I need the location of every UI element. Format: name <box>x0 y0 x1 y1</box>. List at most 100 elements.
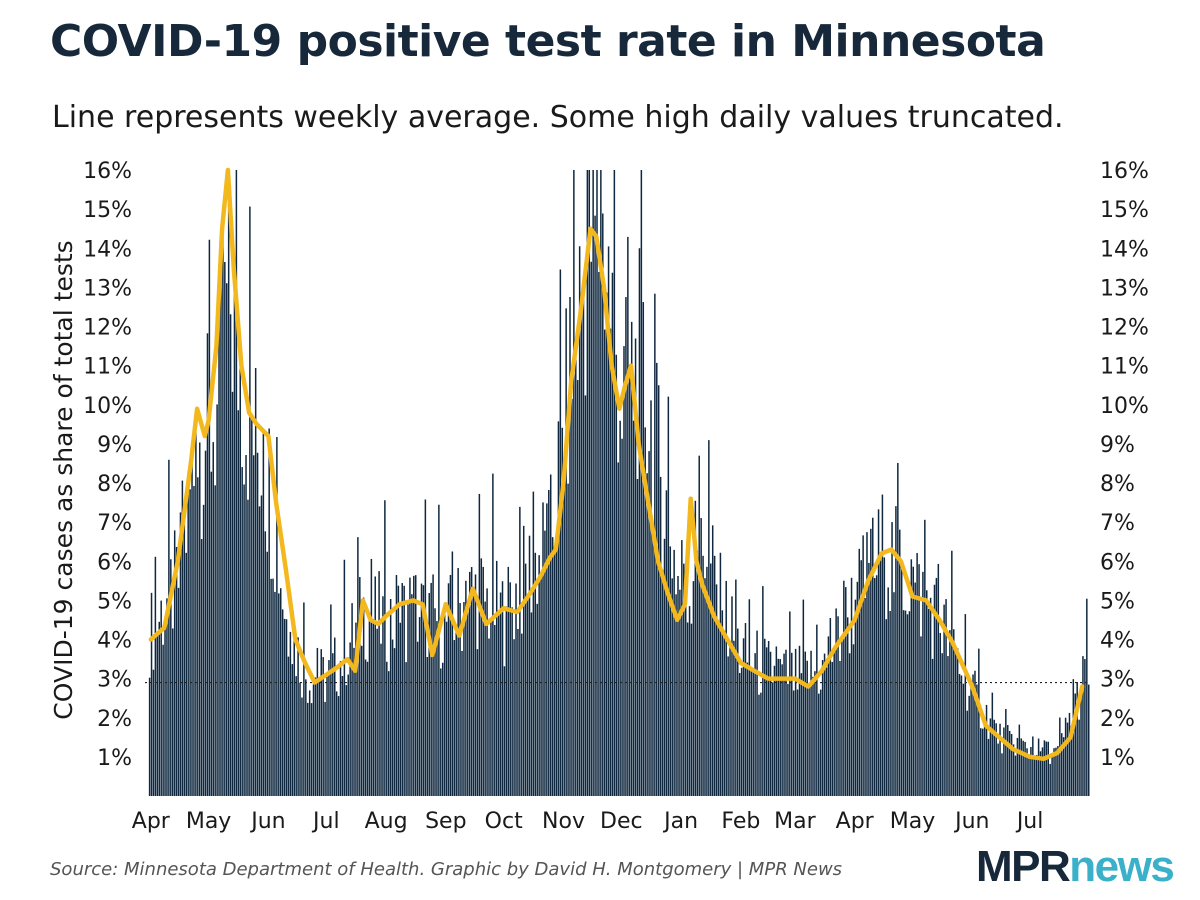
daily-bar <box>175 547 178 796</box>
daily-bar <box>1072 679 1075 796</box>
y-tick-label-right: 10% <box>1100 394 1149 419</box>
daily-bar <box>432 574 434 796</box>
daily-bar <box>418 617 421 796</box>
daily-bar <box>306 702 309 796</box>
daily-bar <box>943 604 945 796</box>
daily-bar <box>742 638 745 796</box>
daily-bar <box>1055 747 1057 796</box>
daily-bar <box>866 532 868 796</box>
daily-bar <box>256 452 259 796</box>
x-tick-label: Dec <box>600 809 643 834</box>
daily-bar <box>1030 746 1032 796</box>
daily-bar <box>347 674 349 796</box>
daily-bar <box>725 580 727 796</box>
y-tick-label-right: 14% <box>1100 237 1149 262</box>
daily-bar <box>204 450 207 796</box>
daily-bar <box>1028 755 1030 796</box>
daily-bar <box>868 562 870 796</box>
daily-bar <box>598 271 600 796</box>
daily-bar <box>814 671 816 796</box>
daily-bar <box>740 667 743 796</box>
daily-bar <box>704 578 706 796</box>
daily-bar <box>899 529 901 796</box>
daily-bar <box>262 430 265 796</box>
daily-bar <box>684 604 687 796</box>
daily-bar <box>328 660 330 796</box>
daily-bar <box>947 656 949 796</box>
daily-bar <box>673 549 675 796</box>
daily-bar <box>335 691 338 796</box>
daily-bar <box>484 601 486 796</box>
source-note: Source: Minnesota Department of Health. … <box>50 859 843 880</box>
daily-bar <box>488 638 490 796</box>
daily-bar <box>723 635 726 796</box>
daily-bar <box>208 239 211 796</box>
daily-bar <box>187 470 189 796</box>
daily-bar <box>414 575 417 796</box>
daily-bar <box>310 703 313 796</box>
daily-bar <box>270 578 272 796</box>
daily-bar <box>465 580 467 796</box>
daily-bar <box>1010 733 1013 796</box>
daily-bar <box>700 518 702 796</box>
daily-bar <box>702 555 704 796</box>
daily-bar <box>922 571 924 796</box>
daily-bar <box>835 608 837 796</box>
daily-bar <box>708 440 710 796</box>
daily-bar <box>449 574 452 796</box>
daily-bar <box>389 599 392 796</box>
daily-bar <box>636 479 639 796</box>
daily-bar <box>438 504 440 796</box>
daily-bar <box>771 682 774 796</box>
daily-bar <box>781 664 783 796</box>
daily-bar <box>806 660 808 796</box>
daily-bar <box>1024 741 1026 796</box>
daily-bar <box>590 261 592 796</box>
daily-bar <box>170 559 172 796</box>
logo-news: news <box>1069 842 1175 891</box>
daily-bar <box>981 728 984 796</box>
daily-bar <box>978 648 980 796</box>
daily-bar <box>877 509 880 796</box>
daily-bar <box>1007 725 1009 796</box>
y-tick-label-right: 5% <box>1100 589 1135 614</box>
daily-bar <box>773 665 776 796</box>
y-tick-label-right: 4% <box>1100 629 1135 654</box>
daily-bar <box>841 640 843 796</box>
daily-bar <box>424 499 427 796</box>
y-tick-label-right: 9% <box>1100 433 1135 458</box>
daily-bar <box>854 599 857 796</box>
daily-bar <box>530 612 533 796</box>
daily-bar <box>164 624 166 796</box>
daily-bar <box>831 661 834 796</box>
daily-bar <box>395 575 398 796</box>
daily-bar <box>619 420 621 796</box>
daily-bar <box>237 410 240 796</box>
y-tick-label-left: 4% <box>97 629 132 654</box>
daily-bar <box>843 580 845 796</box>
daily-bar <box>285 619 288 796</box>
daily-bar <box>862 535 864 796</box>
daily-bar <box>193 485 195 796</box>
daily-bar <box>168 459 170 796</box>
daily-bar <box>1082 656 1084 796</box>
daily-bar <box>312 684 315 796</box>
daily-bar <box>195 432 197 796</box>
daily-bar <box>252 455 255 796</box>
daily-bar <box>964 614 967 796</box>
daily-bar <box>441 662 444 796</box>
daily-bar <box>576 380 579 796</box>
daily-bar <box>765 647 768 796</box>
daily-bar <box>291 664 294 796</box>
daily-bar <box>218 290 220 796</box>
daily-bar <box>376 628 378 796</box>
daily-bar <box>582 284 585 796</box>
daily-bar <box>949 630 951 796</box>
daily-bar <box>738 672 741 796</box>
daily-bar <box>586 170 589 796</box>
daily-bar <box>495 560 498 796</box>
daily-bar <box>540 572 542 796</box>
y-tick-label-left: 13% <box>83 276 132 301</box>
daily-bar <box>351 603 353 796</box>
x-tick-label: Jul <box>311 809 340 834</box>
